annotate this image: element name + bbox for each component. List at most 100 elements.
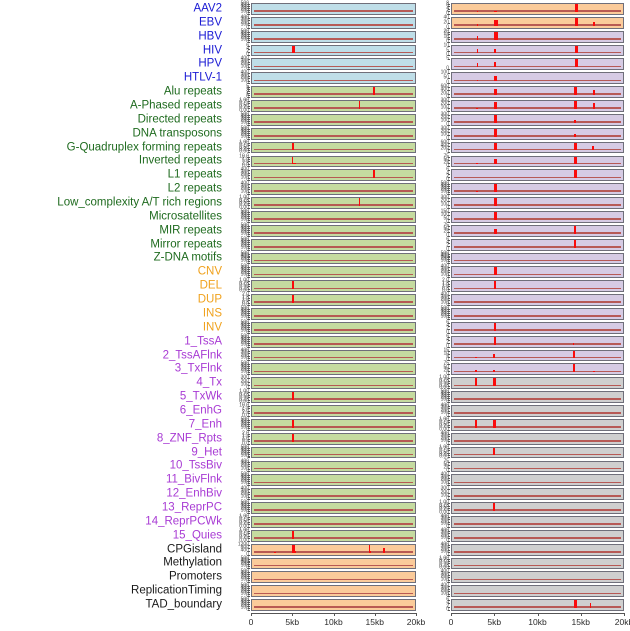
- track-plot-area[interactable]: [451, 446, 624, 459]
- track-plot-area[interactable]: [451, 585, 624, 598]
- row-label[interactable]: G-Quadruplex forming repeats: [66, 140, 222, 153]
- track-row[interactable]: 0.00 0.25 0.50 0.75 1.00: [424, 417, 624, 432]
- track-plot-area[interactable]: [451, 529, 624, 542]
- track-row[interactable]: 0510: [424, 43, 624, 57]
- track-plot-area[interactable]: [251, 460, 416, 473]
- track-plot-area[interactable]: [251, 515, 416, 528]
- track-row[interactable]: 0246: [424, 334, 624, 349]
- row-label[interactable]: 9_Het: [191, 445, 222, 458]
- track-plot-area[interactable]: [451, 474, 624, 487]
- track-plot-area[interactable]: [251, 405, 416, 417]
- row-label[interactable]: 12_EnhBiv: [166, 487, 222, 500]
- track-plot-area[interactable]: [251, 391, 416, 404]
- track-plot-area[interactable]: [451, 418, 624, 431]
- track-plot-area[interactable]: [251, 100, 416, 112]
- track-plot-area[interactable]: [251, 238, 416, 251]
- row-label[interactable]: Alu repeats: [163, 85, 222, 98]
- track-row[interactable]: 0.00 0.25 0.50 0.75 1.00: [224, 389, 416, 404]
- track-plot-area[interactable]: [251, 155, 416, 168]
- row-label[interactable]: L2 repeats: [167, 182, 222, 195]
- track-plot-area[interactable]: [251, 363, 416, 376]
- track-plot-area[interactable]: [251, 557, 416, 570]
- track-plot-area[interactable]: [451, 460, 624, 473]
- track-plot-area[interactable]: [451, 321, 624, 334]
- track-plot-area[interactable]: [451, 197, 624, 209]
- track-row[interactable]: 0246: [424, 320, 624, 335]
- track-plot-area[interactable]: [251, 308, 416, 320]
- track-plot-area[interactable]: [451, 335, 624, 348]
- track-plot-area[interactable]: [251, 446, 416, 459]
- track-plot-area[interactable]: [251, 294, 416, 306]
- track-plot-area[interactable]: [451, 58, 624, 71]
- track-plot-area[interactable]: [251, 210, 416, 223]
- track-plot-area[interactable]: [251, 44, 416, 57]
- track-plot-area[interactable]: [251, 571, 416, 584]
- row-label[interactable]: 11_BivFlnk: [165, 473, 222, 486]
- track-plot-area[interactable]: [451, 183, 624, 196]
- row-label[interactable]: HIV: [202, 43, 222, 56]
- track-plot-area[interactable]: [251, 252, 416, 265]
- track-row[interactable]: 012345: [224, 84, 416, 99]
- track-plot-area[interactable]: [451, 543, 624, 556]
- track-row[interactable]: 0.00 0.25 0.50 0.75 1.00: [424, 375, 624, 390]
- row-label[interactable]: 3_TxFlnk: [174, 362, 222, 375]
- track-plot-area[interactable]: [451, 391, 624, 404]
- track-row[interactable]: 0.00 0.25 0.50 0.75 1.00: [224, 278, 416, 293]
- track-plot-area[interactable]: [251, 418, 416, 431]
- track-plot-area[interactable]: [451, 377, 624, 390]
- track-plot-area[interactable]: [451, 599, 624, 611]
- row-label[interactable]: Mirror repeats: [150, 237, 222, 250]
- row-label[interactable]: EBV: [198, 16, 222, 29]
- track-plot-area[interactable]: [451, 113, 624, 126]
- track-plot-area[interactable]: [451, 571, 624, 584]
- track-plot-area[interactable]: [251, 502, 416, 514]
- track-plot-area[interactable]: [251, 197, 416, 209]
- row-label[interactable]: HBV: [198, 29, 222, 42]
- row-label[interactable]: CPGisland: [167, 542, 222, 555]
- track-plot-area[interactable]: [451, 488, 624, 501]
- track-plot-area[interactable]: [451, 44, 624, 57]
- track-plot-area[interactable]: [251, 321, 416, 334]
- row-label[interactable]: 5_TxWk: [179, 390, 222, 403]
- row-label[interactable]: TAD_boundary: [145, 598, 223, 611]
- track-plot-area[interactable]: [251, 599, 416, 611]
- track-plot-area[interactable]: [251, 266, 416, 279]
- row-label[interactable]: Microsatellites: [149, 210, 222, 223]
- track-row[interactable]: 0.0 0.5 1.0 1.5 2.0: [424, 278, 624, 293]
- track-plot-area[interactable]: [451, 432, 624, 445]
- track-plot-area[interactable]: [251, 349, 416, 362]
